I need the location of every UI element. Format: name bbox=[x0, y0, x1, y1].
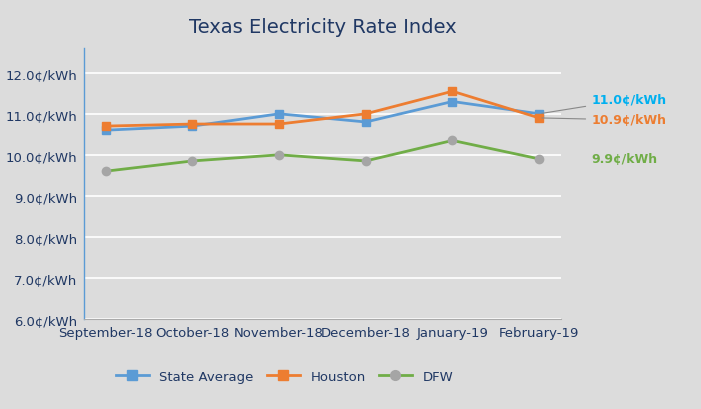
Text: 9.9¢/kWh: 9.9¢/kWh bbox=[591, 153, 658, 166]
Legend: State Average, Houston, DFW: State Average, Houston, DFW bbox=[110, 364, 458, 388]
Text: 10.9¢/kWh: 10.9¢/kWh bbox=[542, 114, 666, 127]
Title: Texas Electricity Rate Index: Texas Electricity Rate Index bbox=[189, 18, 456, 36]
Text: 11.0¢/kWh: 11.0¢/kWh bbox=[542, 94, 666, 114]
